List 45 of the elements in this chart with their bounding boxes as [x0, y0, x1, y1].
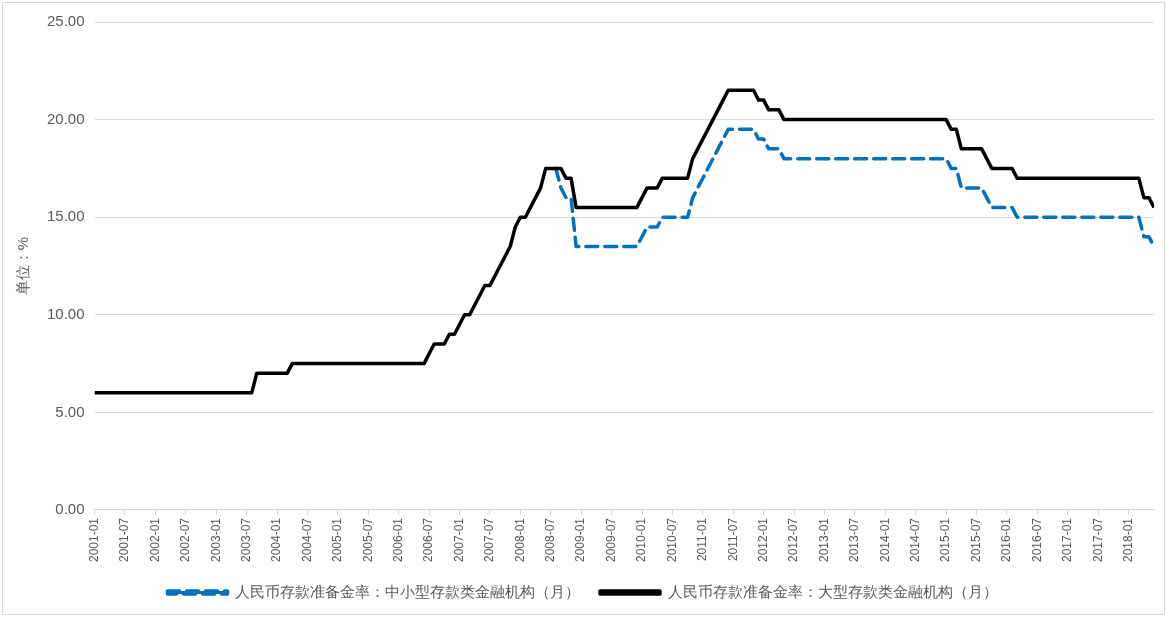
y-tick-label: 15.00 [46, 207, 85, 225]
x-tick-label: 2007-01 [451, 517, 466, 563]
x-tick-label: 2015-01 [938, 517, 953, 563]
x-tick-label: 2008-01 [512, 517, 527, 563]
x-tick-label: 2005-07 [360, 517, 375, 563]
x-tick-label: 2013-01 [816, 517, 831, 563]
x-tick-label: 2001-01 [86, 517, 101, 563]
y-axis-title: 单位：% [14, 236, 32, 296]
x-tick-label: 2012-01 [755, 517, 770, 563]
y-tick-label: 0.00 [55, 500, 85, 518]
x-tick-label: 2004-01 [269, 517, 284, 563]
x-tick-label: 2014-07 [908, 517, 923, 563]
x-tick-label: 2003-07 [238, 517, 253, 563]
x-tick-label: 2002-01 [147, 517, 162, 563]
x-tick-label: 2018-01 [1120, 517, 1135, 563]
x-tick-label: 2001-07 [117, 517, 132, 563]
x-tick-label: 2007-07 [482, 517, 497, 563]
x-tick-label: 2010-01 [634, 517, 649, 563]
x-tick-label: 2016-01 [999, 517, 1014, 563]
legend-label: 人民币存款准备金率：大型存款类金融机构（月） [667, 582, 998, 600]
y-tick-label: 20.00 [46, 109, 85, 127]
x-tick-label: 2004-07 [299, 517, 314, 563]
x-tick-label: 2017-07 [1090, 517, 1105, 563]
x-tick-label: 2010-07 [664, 517, 679, 563]
x-tick-label: 2005-01 [330, 517, 345, 563]
legend-label: 人民币存款准备金率：中小型存款类金融机构（月） [235, 582, 580, 600]
y-tick-label: 25.00 [46, 12, 85, 30]
x-tick-label: 2009-07 [603, 517, 618, 563]
line-series [554, 127, 1154, 249]
x-tick-label: 2013-07 [847, 517, 862, 563]
x-tick-label: 2003-01 [208, 517, 223, 563]
x-tick-label: 2008-07 [543, 517, 558, 563]
x-tick-label: 2014-01 [877, 517, 892, 563]
x-tick-label: 2017-01 [1060, 517, 1075, 563]
x-tick-label: 2016-07 [1029, 517, 1044, 563]
x-tick-label: 2015-07 [968, 517, 983, 563]
y-tick-label: 10.00 [46, 304, 85, 322]
x-tick-label: 2011-07 [725, 517, 740, 562]
x-tick-label: 2012-07 [786, 517, 801, 563]
x-tick-label: 2006-07 [421, 517, 436, 563]
y-tick-label: 5.00 [55, 402, 85, 420]
x-tick-label: 2006-01 [391, 517, 405, 563]
x-tick-label: 2011-01 [695, 517, 710, 562]
x-tick-label: 2009-01 [573, 517, 588, 563]
x-tick-label: 2002-07 [178, 517, 193, 563]
